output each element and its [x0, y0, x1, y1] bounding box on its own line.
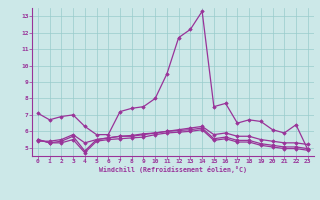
X-axis label: Windchill (Refroidissement éolien,°C): Windchill (Refroidissement éolien,°C)	[99, 166, 247, 173]
